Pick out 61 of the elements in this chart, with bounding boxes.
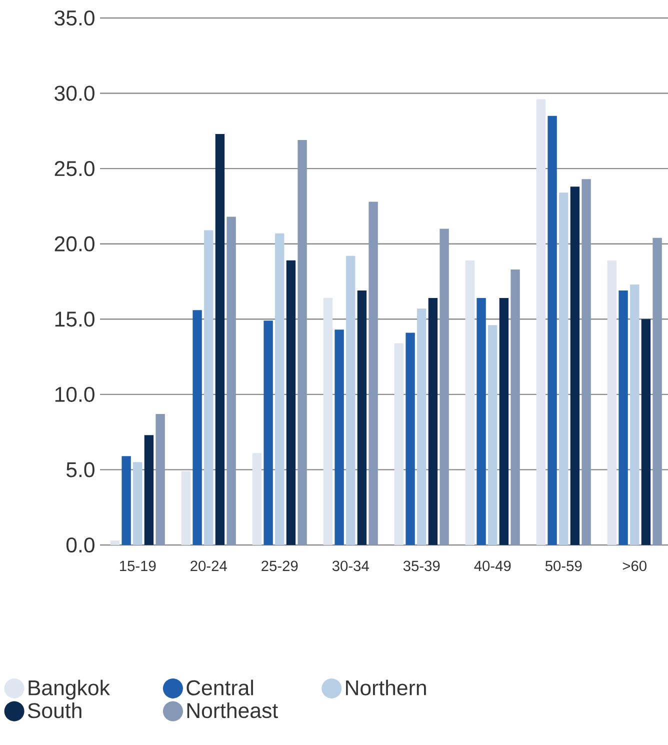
- bar: [582, 179, 591, 545]
- x-tick-label: 35-39: [403, 560, 440, 572]
- x-tick-label: 50-59: [545, 560, 582, 572]
- bar: [144, 435, 154, 545]
- bar: [476, 298, 486, 545]
- bar: [252, 453, 262, 545]
- bar: [122, 456, 131, 545]
- bar: [406, 332, 415, 545]
- bar: [417, 308, 426, 545]
- x-tick-label: >60: [622, 560, 646, 572]
- bar: [394, 343, 404, 545]
- legend-label: Bangkok: [28, 680, 110, 700]
- bar: [357, 290, 367, 545]
- y-tick-label: 25.0: [54, 161, 94, 176]
- bar: [630, 284, 640, 545]
- bar: [510, 269, 520, 545]
- bar: [641, 319, 651, 545]
- bar: [215, 134, 225, 545]
- bar: [559, 192, 568, 545]
- bar: [428, 298, 438, 545]
- x-tick-label: 20-24: [190, 560, 227, 572]
- y-tick-label: 0.0: [66, 537, 94, 553]
- x-tick-label: 30-34: [332, 560, 369, 572]
- legend-label: Central: [186, 680, 253, 696]
- bar: [334, 330, 344, 545]
- x-tick-label: 25-29: [262, 560, 298, 572]
- bar: [181, 471, 191, 545]
- bar: [286, 260, 296, 545]
- bar: [548, 116, 557, 545]
- bar: [488, 325, 498, 545]
- bar: [133, 462, 142, 545]
- bar: [618, 290, 628, 545]
- y-tick-label: 30.0: [54, 86, 94, 101]
- bar: [346, 256, 356, 545]
- bar: [298, 140, 307, 545]
- legend-label: Northern: [346, 680, 426, 696]
- bar: [499, 298, 509, 545]
- bar: [264, 320, 273, 545]
- bar: [440, 228, 449, 545]
- y-tick-label: 20.0: [54, 236, 94, 252]
- bar: [465, 260, 475, 545]
- x-tick-label: 15-19: [120, 560, 156, 572]
- y-tick-label: 15.0: [55, 312, 94, 327]
- bar: [368, 202, 378, 545]
- bar: [226, 216, 236, 545]
- bar: [156, 414, 165, 545]
- y-tick-label: 35.0: [54, 10, 94, 26]
- bar: [536, 99, 546, 545]
- bar: [652, 238, 662, 545]
- legend-label: South: [28, 702, 82, 718]
- bar: [323, 298, 333, 545]
- y-tick-label: 10.0: [55, 386, 94, 402]
- bar: [275, 233, 284, 545]
- x-tick-label: 40-49: [474, 560, 511, 572]
- bar: [192, 310, 202, 545]
- bar: [204, 230, 214, 545]
- bar: [110, 540, 120, 545]
- y-tick-label: 5.0: [66, 462, 94, 478]
- bar: [607, 260, 617, 545]
- bar: [570, 186, 580, 545]
- legend-label: Northeast: [187, 702, 278, 718]
